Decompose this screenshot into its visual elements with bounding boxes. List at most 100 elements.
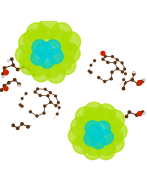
Circle shape	[68, 126, 87, 145]
Circle shape	[49, 92, 51, 94]
Circle shape	[76, 107, 95, 126]
Circle shape	[105, 134, 124, 152]
Circle shape	[39, 94, 41, 97]
Circle shape	[131, 79, 133, 81]
Circle shape	[128, 111, 131, 113]
Circle shape	[86, 123, 88, 125]
Circle shape	[116, 68, 118, 70]
Circle shape	[61, 44, 80, 63]
Circle shape	[88, 70, 90, 72]
Circle shape	[84, 131, 98, 146]
Circle shape	[99, 139, 115, 155]
Circle shape	[84, 102, 104, 122]
Circle shape	[87, 53, 127, 92]
Circle shape	[97, 141, 115, 160]
Circle shape	[61, 32, 81, 52]
Circle shape	[57, 56, 76, 75]
Circle shape	[29, 111, 31, 113]
Circle shape	[40, 53, 54, 68]
Circle shape	[19, 104, 21, 106]
Circle shape	[15, 45, 35, 64]
Circle shape	[57, 102, 59, 103]
Circle shape	[143, 112, 145, 115]
Circle shape	[141, 80, 144, 82]
Circle shape	[121, 71, 123, 73]
Circle shape	[143, 78, 145, 81]
Circle shape	[47, 95, 49, 97]
Circle shape	[18, 84, 20, 87]
Circle shape	[77, 115, 94, 132]
Circle shape	[84, 108, 101, 125]
Circle shape	[2, 73, 4, 75]
Circle shape	[52, 23, 72, 43]
Circle shape	[2, 76, 4, 78]
Circle shape	[110, 78, 112, 80]
Circle shape	[77, 132, 93, 148]
Circle shape	[49, 49, 63, 64]
Circle shape	[98, 130, 113, 144]
Circle shape	[101, 51, 105, 55]
Circle shape	[19, 33, 40, 54]
Circle shape	[55, 105, 57, 107]
Circle shape	[71, 117, 91, 137]
Circle shape	[136, 114, 138, 116]
Circle shape	[50, 101, 52, 103]
Circle shape	[138, 112, 142, 116]
Circle shape	[96, 121, 110, 136]
Circle shape	[22, 65, 25, 68]
Circle shape	[18, 85, 61, 128]
Circle shape	[124, 82, 126, 84]
Circle shape	[91, 134, 106, 149]
Circle shape	[141, 111, 144, 113]
Circle shape	[12, 64, 14, 66]
Circle shape	[80, 120, 82, 122]
Circle shape	[132, 71, 135, 74]
Circle shape	[50, 30, 68, 47]
Circle shape	[37, 88, 39, 90]
Circle shape	[21, 98, 23, 99]
Circle shape	[88, 125, 103, 140]
Circle shape	[90, 64, 92, 66]
Circle shape	[90, 71, 92, 73]
Circle shape	[16, 68, 19, 71]
Circle shape	[16, 127, 19, 129]
Circle shape	[137, 81, 142, 85]
Circle shape	[96, 104, 116, 123]
Circle shape	[44, 88, 46, 90]
Circle shape	[86, 129, 88, 131]
Circle shape	[116, 59, 118, 61]
Circle shape	[35, 27, 53, 45]
Circle shape	[111, 71, 113, 73]
Circle shape	[31, 50, 46, 65]
Circle shape	[133, 73, 135, 75]
Circle shape	[85, 121, 100, 136]
Circle shape	[4, 87, 8, 91]
Circle shape	[55, 54, 72, 71]
Circle shape	[33, 73, 35, 75]
Circle shape	[27, 126, 29, 128]
Circle shape	[59, 42, 76, 59]
Circle shape	[28, 68, 31, 71]
Circle shape	[83, 141, 102, 160]
Circle shape	[11, 58, 13, 60]
Circle shape	[4, 70, 8, 75]
Circle shape	[98, 77, 100, 79]
Circle shape	[43, 61, 60, 78]
Circle shape	[137, 83, 139, 85]
Circle shape	[3, 84, 6, 87]
Circle shape	[125, 115, 128, 118]
Circle shape	[32, 63, 50, 82]
Circle shape	[0, 89, 3, 91]
Circle shape	[112, 56, 113, 57]
Circle shape	[33, 123, 35, 125]
Circle shape	[86, 139, 102, 155]
Circle shape	[8, 82, 10, 84]
Circle shape	[14, 79, 16, 81]
Circle shape	[124, 68, 126, 70]
Circle shape	[36, 115, 38, 117]
Circle shape	[94, 60, 96, 61]
Circle shape	[125, 73, 126, 75]
Circle shape	[91, 120, 94, 122]
Circle shape	[7, 59, 10, 62]
Circle shape	[12, 124, 14, 127]
